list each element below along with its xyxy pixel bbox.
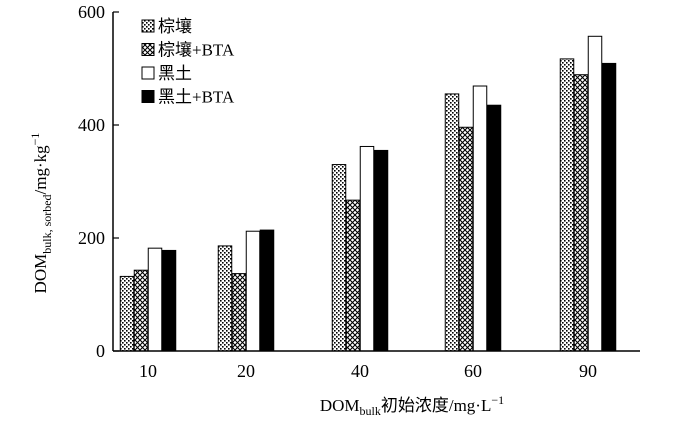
bar [373,149,389,352]
x-axis-title-rest: 初始浓度/mg·L [381,396,492,415]
x-tick-label: 10 [139,361,157,381]
bar [231,273,247,352]
legend-swatch [141,90,155,103]
x-tick-label: 20 [237,361,255,381]
x-axis-title: DOMbulk初始浓度/mg·L−1 [320,393,504,418]
legend-label: 棕壤+BTA [158,40,235,60]
legend-label: 黑土 [158,64,192,83]
legend-label: 黑土+BTA [158,88,235,107]
bar [472,85,488,352]
x-axis-title-sub: bulk [360,404,381,418]
y-axis-title-unit: /mg·kg [31,145,50,195]
y-tick-label: 600 [78,2,105,22]
bar [559,58,575,352]
legend-swatch [141,19,155,33]
legend-swatch [141,66,155,80]
bar [161,249,177,352]
y-tick-label: 0 [96,341,105,361]
y-axis-title-sub: bulk, sorbed [40,194,54,253]
bar [444,93,460,352]
y-ticks-group: 0 200 400 600 [78,2,119,361]
bar [486,104,502,352]
legend-swatch [141,43,155,56]
axes-group [112,12,640,352]
x-tick-label: 90 [579,361,597,381]
bar [331,164,347,352]
legend-label: 棕壤 [158,16,192,36]
x-ticks-group: 10 20 40 60 90 [139,361,597,381]
y-axis-title-sup: −1 [28,133,42,146]
bar [245,230,261,352]
bars-group [119,35,617,352]
y-tick-label: 200 [78,228,105,248]
bar [133,269,149,352]
bar [259,229,275,352]
bar [345,199,361,352]
x-tick-label: 40 [351,361,369,381]
x-tick-label: 60 [464,361,482,381]
bar [587,35,603,352]
bar [458,126,474,352]
bar [119,275,135,352]
x-axis-title-sup: −1 [491,393,504,407]
bar [217,245,233,352]
y-axis-title-main: DOM [31,254,50,294]
bar [573,74,589,352]
bar [601,62,617,352]
bar [359,145,375,352]
y-tick-label: 400 [78,115,105,135]
x-axis-title-main: DOM [320,396,360,415]
y-axis-title: DOMbulk, sorbed/mg·kg−1 [28,133,54,294]
bar [147,247,163,352]
